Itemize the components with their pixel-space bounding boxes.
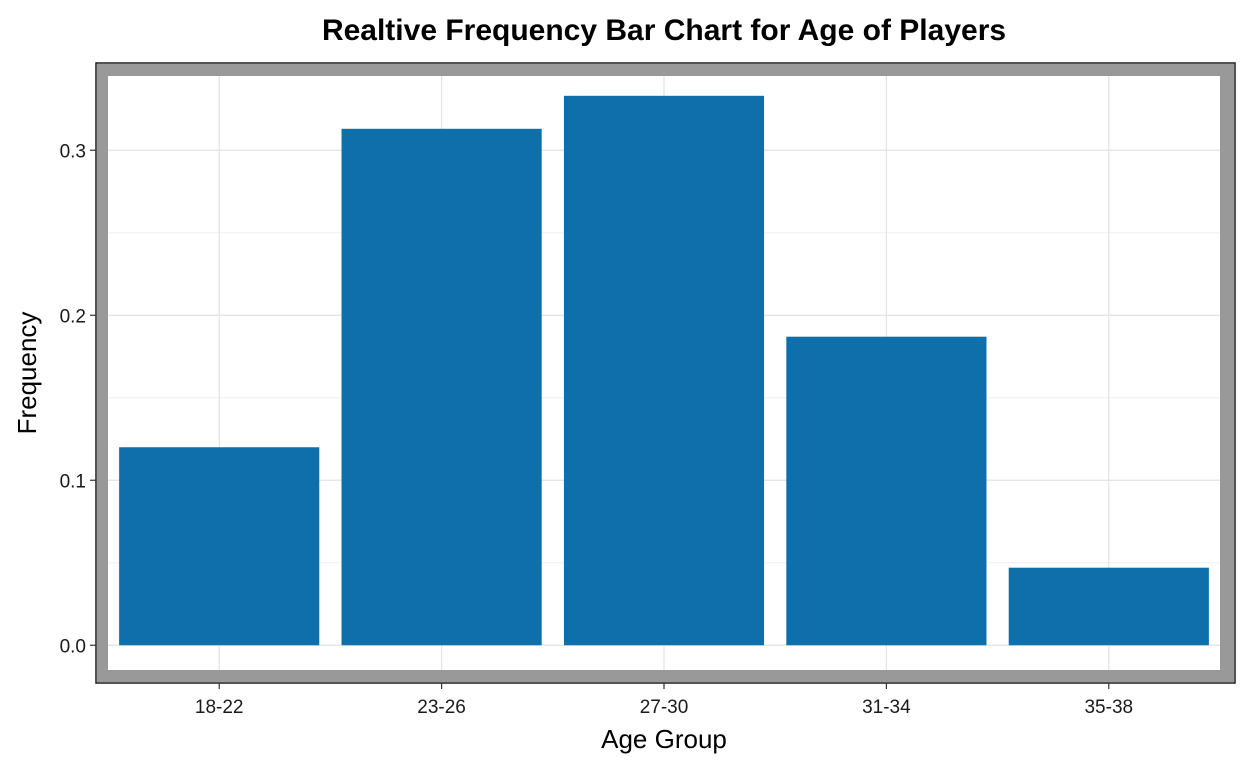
y-tick-label: 0.0 — [60, 636, 86, 657]
bar-23-26 — [341, 128, 542, 646]
x-tick-label: 31-34 — [862, 697, 911, 718]
bar-18-22 — [119, 447, 320, 646]
x-tick-label: 18-22 — [195, 697, 244, 718]
bar-27-30 — [563, 95, 765, 646]
x-tick-label: 27-30 — [640, 697, 689, 718]
y-axis: 0.0 0.1 0.2 0.3 — [60, 141, 96, 657]
chart-title: Realtive Frequency Bar Chart for Age of … — [322, 14, 1006, 47]
panel-outer-border — [95, 62, 1236, 684]
x-axis: 18-22 23-26 27-30 31-34 35-38 — [195, 683, 1133, 718]
bar-35-38 — [1008, 567, 1209, 646]
x-tick-label: 23-26 — [417, 697, 466, 718]
y-tick-label: 0.3 — [60, 141, 86, 162]
bars — [119, 95, 1209, 646]
x-tick-label: 35-38 — [1084, 697, 1133, 718]
y-tick-label: 0.2 — [60, 306, 86, 327]
y-axis-title: Frequency — [12, 312, 42, 435]
bar-31-34 — [786, 336, 987, 646]
y-tick-label: 0.1 — [60, 471, 86, 492]
x-axis-title: Age Group — [601, 724, 727, 754]
